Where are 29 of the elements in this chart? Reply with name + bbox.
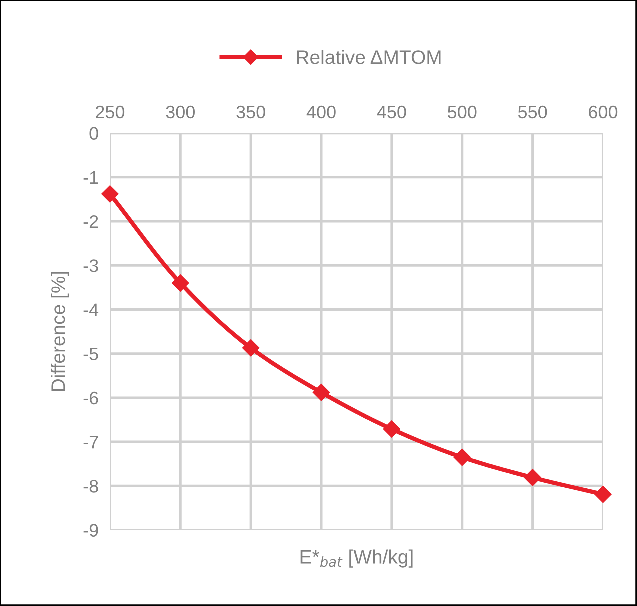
point [242, 340, 260, 357]
x-tick-label: 400 [306, 106, 336, 119]
y-tick-label: -4 [84, 304, 99, 316]
y-axis-title: Difference [%] [51, 272, 70, 392]
x-tick-label: 500 [448, 106, 477, 119]
x-tick-label: 250 [96, 106, 125, 119]
x-tick-label: 350 [236, 106, 266, 119]
x-tick-label: 300 [166, 106, 195, 119]
x-tick-label: 550 [518, 106, 548, 119]
y-tick-label: -2 [84, 215, 98, 228]
x-tick-label: 450 [377, 106, 406, 119]
x-tick-label: 600 [589, 106, 618, 119]
y-tick-label: 0 [90, 127, 98, 140]
legend-label: Relative ΔMTOM [297, 50, 441, 64]
point [454, 448, 471, 466]
y-tick-label: -5 [84, 348, 98, 361]
point [383, 420, 400, 438]
point [102, 186, 119, 203]
y-tick-label: -6 [84, 392, 98, 405]
y-tick-label: -9 [84, 524, 98, 537]
y-tick-label: -8 [84, 480, 98, 493]
point [524, 469, 542, 486]
y-tick-label: -3 [84, 260, 98, 272]
point [594, 486, 612, 504]
x-axis-title: E*$_{bat}$ [Wh/kg] [300, 550, 413, 568]
y-tick-label: -7 [84, 436, 98, 449]
point [312, 384, 330, 402]
y-tick-label: -1 [84, 172, 98, 184]
point [172, 274, 190, 292]
